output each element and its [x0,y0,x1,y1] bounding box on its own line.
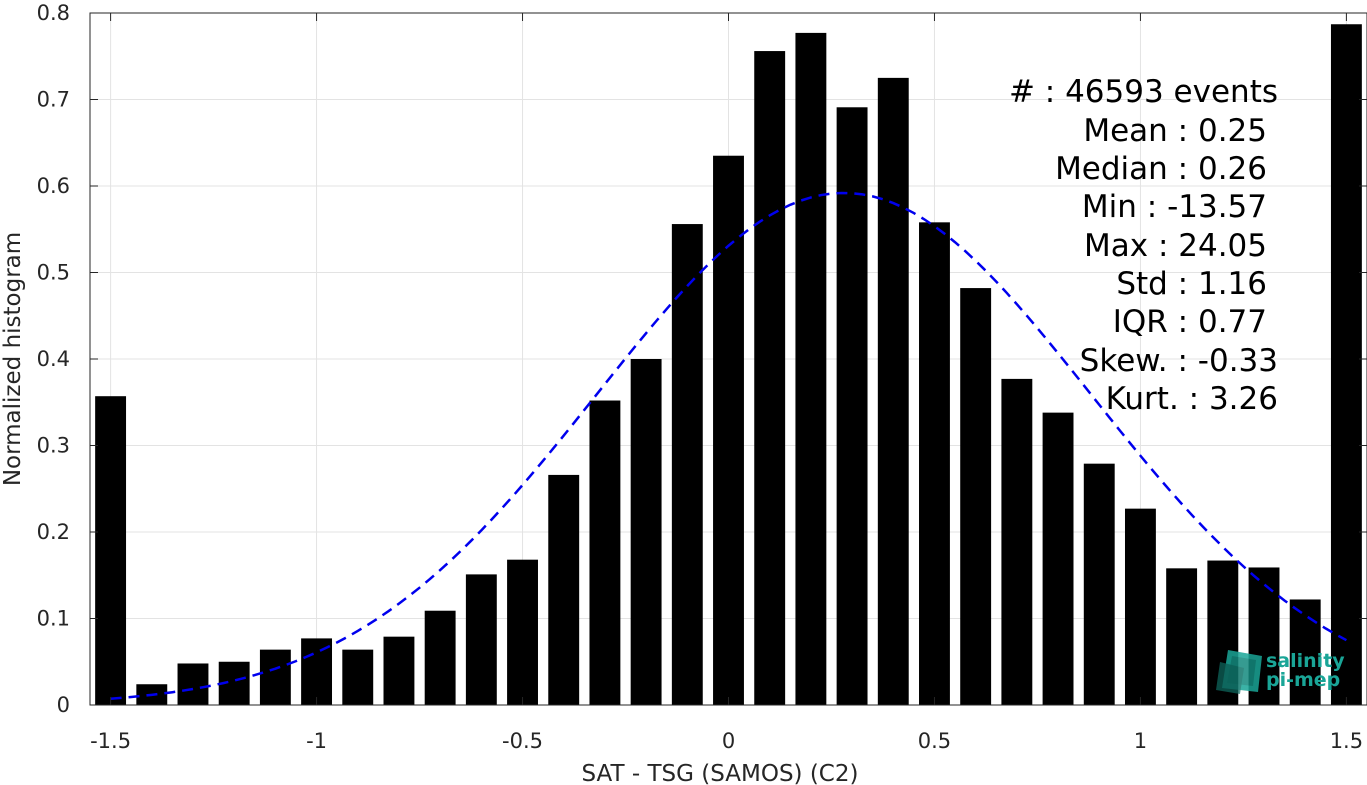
histogram-bar [630,359,662,705]
gaussian-fit-curve [110,191,1348,700]
x-tick-label: -0.5 [502,729,543,753]
histogram-bar [342,649,374,705]
y-tick-label: 0.6 [37,174,70,198]
y-tick-label: 0.7 [37,88,70,112]
logo-cube-icon [1216,650,1262,694]
stats-skew: Skew. : -0.33 [1080,343,1278,379]
histogram-bar [877,77,909,705]
histogram-bar [465,574,497,705]
histogram-bar [754,51,786,706]
stats-median: Median : 0.26 [1055,151,1267,187]
logo-line1: salinity [1266,650,1345,672]
histogram-bar [671,224,703,705]
histogram-bar [836,107,868,705]
x-axis-title: SAT - TSG (SAMOS) (C2) [582,761,859,785]
stats-max: Max : 24.05 [1084,228,1267,264]
y-tick-label: 0.8 [37,1,70,25]
stats-events: # : 46593 events [1009,74,1278,110]
histogram-bar [1042,412,1074,705]
x-tick-label: 1 [1134,729,1147,753]
stats-min: Min : -13.57 [1082,189,1267,225]
stats-mean: Mean : 0.25 [1083,113,1267,149]
logo-line2: pi-mep [1266,669,1340,691]
histogram-bar [301,638,333,705]
x-tick-labels: -1.5 -1 -0.5 0 0.5 1 1.5 [90,729,1363,753]
x-tick-label: 1.5 [1330,729,1363,753]
x-tick-label: -1 [306,729,327,753]
stats-iqr: IQR : 0.77 [1113,304,1267,340]
x-tick-label: 0 [722,729,735,753]
histogram-bar [95,396,127,705]
x-tick-label: 0.5 [918,729,951,753]
histogram-bar [507,559,538,705]
y-tick-label: 0.3 [37,434,70,458]
histogram-bar [713,155,744,706]
histogram-bar [259,649,291,705]
bars [95,24,1362,706]
ticks [90,12,1367,706]
y-tick-label: 0.1 [37,607,70,631]
histogram-bar [1289,599,1321,705]
histogram-bar [795,32,827,705]
histogram-bar [960,288,992,705]
histogram-bar [548,474,580,705]
histogram-bar [424,610,456,705]
histogram-bar [177,663,209,705]
y-tick-label: 0 [57,693,70,717]
y-tick-label: 0.2 [37,520,70,544]
stats-std: Std : 1.16 [1116,266,1267,302]
histogram-bar [589,400,621,705]
y-tick-labels: 0 0.1 0.2 0.3 0.4 0.5 0.6 0.7 0.8 [37,1,70,717]
histogram-bar [383,636,415,705]
histogram-bar [1330,24,1362,706]
histogram-bar [919,222,950,705]
y-tick-label: 0.5 [37,261,70,285]
stats-annotation: # : 46593 events Mean : 0.25 Median : 0.… [1009,74,1278,417]
salinity-pimep-logo: salinity pi-mep [1216,650,1345,694]
histogram-bar [1083,463,1115,705]
y-tick-label: 0.4 [37,347,70,371]
histogram-bar [1001,378,1033,705]
histogram-bar [1166,568,1198,705]
y-axis-title: Normalized histogram [0,232,26,486]
stats-kurt: Kurt. : 3.26 [1106,381,1278,417]
histogram-bar [1124,508,1156,705]
x-tick-label: -1.5 [90,729,131,753]
